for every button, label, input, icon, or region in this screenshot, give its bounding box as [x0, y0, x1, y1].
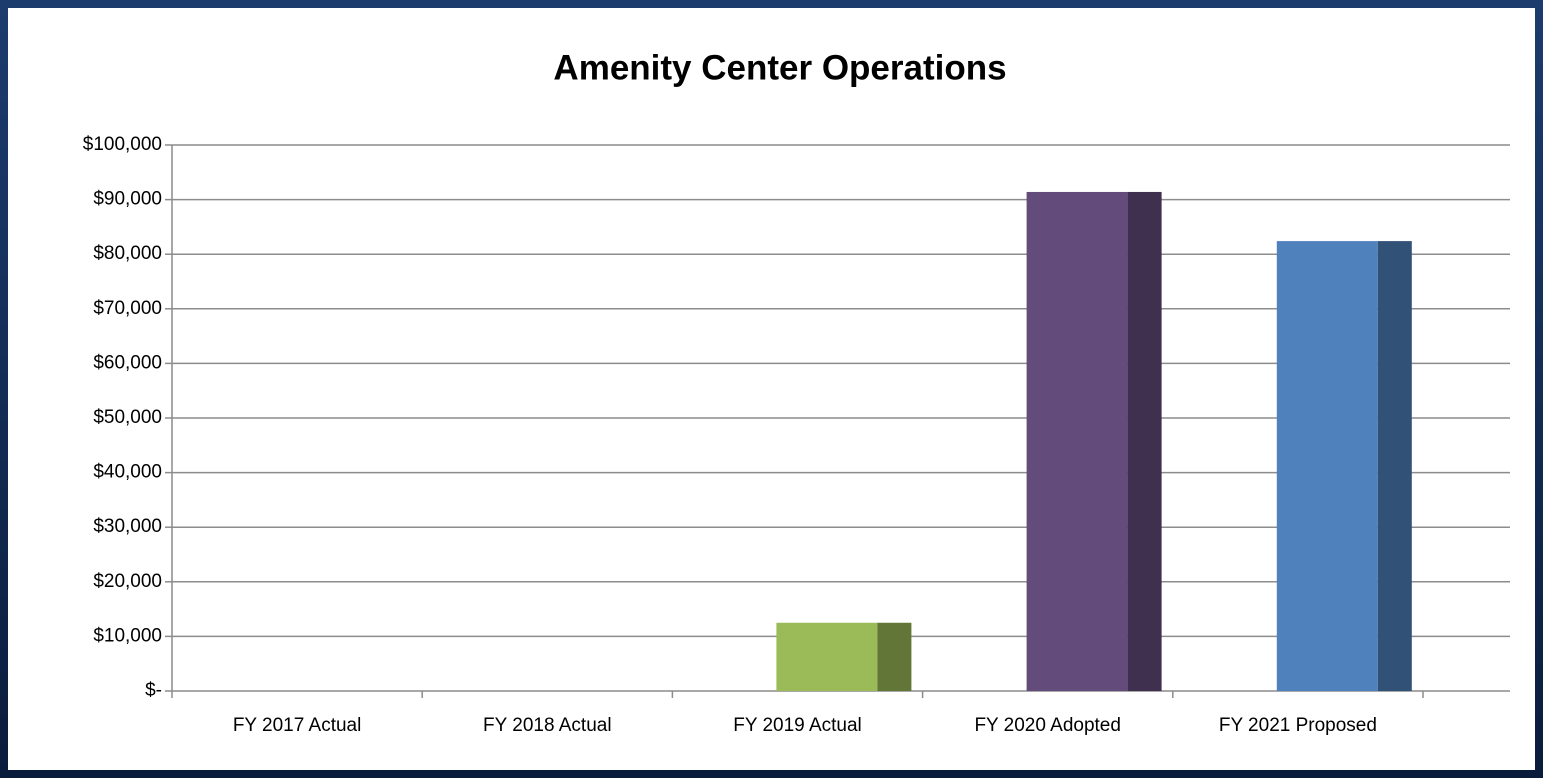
bar [1026, 191, 1128, 691]
y-tick-label: $40,000 [93, 462, 162, 483]
x-tick-label: FY 2019 Actual [733, 715, 862, 736]
y-tick-label: $- [145, 680, 162, 701]
y-tick-label: $50,000 [93, 407, 162, 428]
chart-title: Amenity Center Operations [553, 48, 1006, 87]
y-tick-label: $80,000 [93, 243, 162, 264]
y-tick-label: $90,000 [93, 189, 162, 210]
x-tick-label: FY 2020 Adopted [974, 715, 1121, 736]
y-tick-label: $70,000 [93, 298, 162, 319]
y-tick-label: $100,000 [83, 134, 162, 155]
y-tick-label: $20,000 [93, 571, 162, 592]
bar-side [1127, 191, 1162, 691]
x-tick-label: FY 2017 Actual [233, 715, 362, 736]
y-tick-label: $60,000 [93, 352, 162, 373]
y-tick-label: $30,000 [93, 516, 162, 537]
x-tick-label: FY 2021 Proposed [1219, 715, 1377, 736]
bar [1276, 241, 1378, 691]
x-tick-label: FY 2018 Actual [483, 715, 612, 736]
bar [776, 622, 878, 691]
bar-side [877, 622, 912, 691]
bar-side [1377, 241, 1412, 691]
y-tick-label: $10,000 [93, 625, 162, 646]
